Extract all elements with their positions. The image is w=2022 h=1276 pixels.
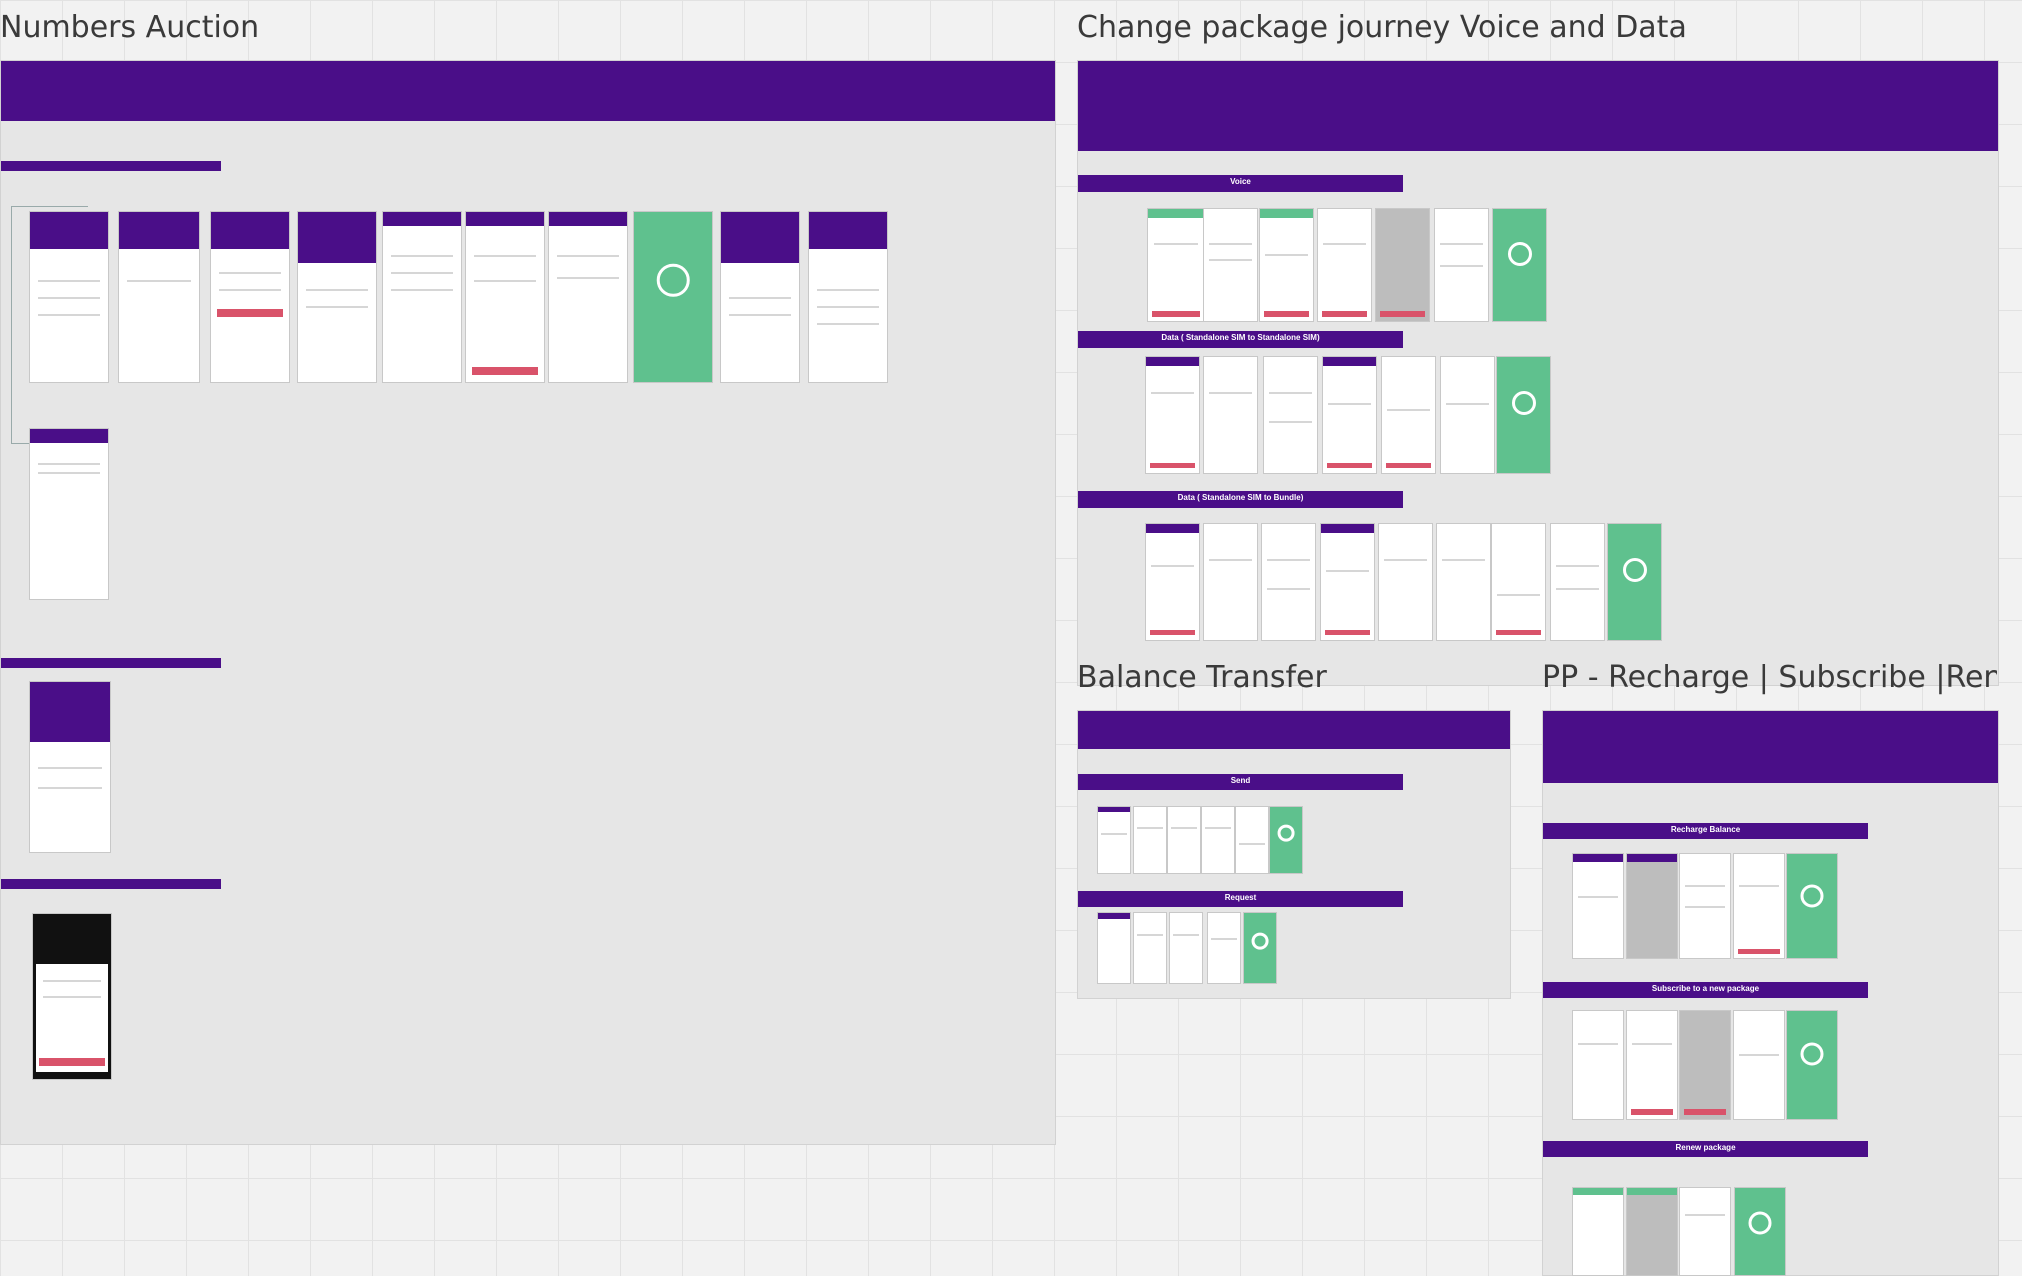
screen-data-bundle-3[interactable] — [1262, 524, 1315, 640]
screen-number-detail[interactable] — [298, 212, 376, 382]
screen-bid-keypad[interactable] — [211, 212, 289, 382]
screen-data-standalone-2[interactable] — [1204, 357, 1257, 473]
section-bar-renew[interactable]: Renew package — [1543, 1141, 1868, 1157]
screen-congratulations[interactable] — [634, 212, 712, 382]
screen-data-bundle-2[interactable] — [1204, 524, 1257, 640]
frame-pp-recharge[interactable]: Recharge Balance Subscribe to a new pack… — [1542, 710, 1999, 1276]
screen-request-success[interactable] — [1244, 913, 1276, 983]
screen-your-auctions[interactable] — [30, 429, 108, 599]
screen-deposit-summary[interactable] — [383, 212, 461, 382]
screen-send-2[interactable] — [1134, 807, 1166, 873]
screen-subscribe-3[interactable] — [1680, 1011, 1730, 1119]
screen-renew-1[interactable] — [1573, 1188, 1623, 1275]
screen-renew-2[interactable] — [1627, 1188, 1677, 1275]
screen-voice-5[interactable] — [1376, 209, 1429, 321]
screen-data-bundle-1[interactable] — [1146, 524, 1199, 640]
screen-voice-1[interactable] — [1148, 209, 1204, 321]
section-bar-data-bundle[interactable]: Data ( Standalone SIM to Bundle) — [1078, 491, 1403, 508]
screen-send-4[interactable] — [1202, 807, 1234, 873]
screen-send-1[interactable] — [1098, 807, 1130, 873]
section-bar-outbid[interactable] — [1, 658, 221, 668]
screen-renew-success[interactable] — [1735, 1188, 1785, 1275]
screen-request-3[interactable] — [1170, 913, 1202, 983]
screen-request-1[interactable] — [1098, 913, 1130, 983]
screen-subscribe-2[interactable] — [1627, 1011, 1677, 1119]
frame-balance-transfer[interactable]: Send Request — [1077, 710, 1511, 999]
screen-data-bundle-7[interactable] — [1551, 524, 1604, 640]
screen-recharge-4[interactable] — [1734, 854, 1784, 958]
section-bar-request[interactable]: Request — [1078, 891, 1403, 907]
frame-banner — [1078, 61, 1998, 151]
screen-data-bundle-4[interactable] — [1321, 524, 1374, 640]
section-bar-send[interactable]: Send — [1078, 774, 1403, 790]
frame-numbers-auction[interactable] — [0, 60, 1056, 1145]
screen-bid-placed[interactable] — [721, 212, 799, 382]
screen-data-standalone-1[interactable] — [1146, 357, 1199, 473]
section-bar-bid-now[interactable] — [1, 161, 221, 171]
screen-data-standalone-4[interactable] — [1323, 357, 1376, 473]
frame-title-change-package[interactable]: Change package journey Voice and Data — [1077, 10, 1687, 45]
screen-subscribe-success[interactable] — [1787, 1011, 1837, 1119]
section-bar-recharge[interactable]: Recharge Balance — [1543, 823, 1868, 839]
screen-data-standalone-5[interactable] — [1382, 357, 1435, 473]
section-bar-voice[interactable]: Voice — [1078, 175, 1403, 192]
screen-auction-search[interactable] — [119, 212, 199, 382]
screen-send-3[interactable] — [1168, 807, 1200, 873]
screen-data-bundle-6[interactable] — [1437, 524, 1490, 640]
screen-recharge-success[interactable] — [1787, 854, 1837, 958]
screen-payment[interactable] — [549, 212, 627, 382]
frame-change-package[interactable]: Voice Data ( Standalone SIM to Standalon… — [1077, 60, 1999, 686]
screen-voice-4[interactable] — [1318, 209, 1371, 321]
screen-data-bundle-map[interactable] — [1492, 524, 1545, 640]
screen-data-standalone-3[interactable] — [1264, 357, 1317, 473]
screen-auction-list-updated[interactable] — [809, 212, 887, 382]
screen-send-5[interactable] — [1236, 807, 1268, 873]
screen-data-standalone-success[interactable] — [1497, 357, 1550, 473]
frame-banner — [1, 61, 1055, 121]
screen-send-success[interactable] — [1270, 807, 1302, 873]
frame-title-balance-transfer[interactable]: Balance Transfer — [1077, 660, 1327, 695]
screen-renew-3[interactable] — [1680, 1188, 1730, 1275]
frame-banner — [1078, 711, 1510, 749]
screen-subscribe-4[interactable] — [1734, 1011, 1784, 1119]
frame-title-pp-recharge[interactable]: PP - Recharge | Subscribe |Rene... — [1542, 660, 1997, 695]
screen-data-standalone-6[interactable] — [1441, 357, 1494, 473]
screen-voice-3[interactable] — [1260, 209, 1313, 321]
screen-outbid[interactable] — [30, 682, 110, 852]
frame-banner — [1543, 711, 1998, 783]
screen-recharge-2[interactable] — [1627, 854, 1677, 958]
screen-request-4[interactable] — [1208, 913, 1240, 983]
screen-request-2[interactable] — [1134, 913, 1166, 983]
screen-recharge-1[interactable] — [1573, 854, 1623, 958]
screen-data-bundle-success[interactable] — [1608, 524, 1661, 640]
section-bar-auction-winner[interactable] — [1, 879, 221, 889]
screen-auction-list[interactable] — [30, 212, 108, 382]
screen-data-bundle-5[interactable] — [1379, 524, 1432, 640]
screen-checkout[interactable] — [466, 212, 544, 382]
screen-recharge-3[interactable] — [1680, 854, 1730, 958]
screen-auction-winner[interactable] — [33, 914, 111, 1079]
screen-voice-2[interactable] — [1204, 209, 1257, 321]
screen-subscribe-1[interactable] — [1573, 1011, 1623, 1119]
section-bar-subscribe[interactable]: Subscribe to a new package — [1543, 982, 1868, 998]
section-bar-data-standalone[interactable]: Data ( Standalone SIM to Standalone SIM) — [1078, 331, 1403, 348]
screen-voice-success[interactable] — [1493, 209, 1546, 321]
frame-title-numbers-auction[interactable]: Numbers Auction — [0, 10, 260, 45]
screen-voice-6[interactable] — [1435, 209, 1488, 321]
